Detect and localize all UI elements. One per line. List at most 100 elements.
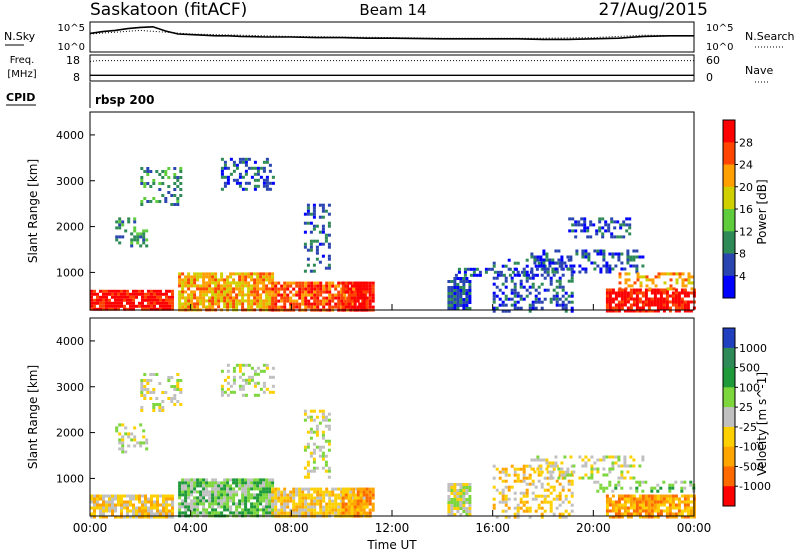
velocity-cell [211, 511, 215, 515]
velocity-cell [605, 503, 609, 507]
power-cell [208, 299, 212, 303]
power-cell [558, 276, 562, 280]
velocity-cell [108, 509, 111, 513]
velocity-cell [465, 510, 469, 513]
velocity-cell [217, 493, 221, 497]
velocity-cell [214, 511, 218, 515]
velocity-cell [277, 487, 281, 491]
power-cell [250, 305, 254, 309]
velocity-cell [247, 490, 251, 494]
velocity-cell [99, 503, 102, 507]
power-cell [262, 272, 266, 276]
power-cell [262, 281, 266, 285]
power-cell [665, 300, 669, 304]
velocity-cell [561, 485, 565, 489]
velocity-cell [352, 487, 356, 491]
velocity-cell [495, 488, 499, 492]
power-cell [223, 278, 227, 282]
velocity-cell [268, 496, 272, 500]
power-cell [322, 305, 326, 309]
velocity-cell [120, 512, 123, 516]
velocity-cell [318, 448, 322, 452]
velocity-cell [241, 508, 245, 512]
velocity-cell [653, 509, 657, 513]
velocity-cell [450, 510, 454, 513]
power-cell [356, 287, 360, 291]
power-cell [229, 275, 233, 279]
velocity-cell [316, 499, 320, 503]
velocity-cell [540, 500, 544, 504]
velocity-cell [178, 502, 182, 506]
power-cell [447, 289, 451, 292]
velocity-cell [226, 487, 230, 491]
velocity-cell [292, 505, 296, 509]
velocity-cell [522, 500, 526, 504]
velocity-cell [144, 500, 147, 504]
power-cell [463, 270, 467, 274]
power-cell [620, 267, 624, 271]
power-cell [620, 297, 624, 301]
power-cell [328, 296, 332, 300]
power-cell [593, 267, 597, 271]
velocity-cell [176, 388, 180, 391]
velocity-cell [208, 484, 212, 488]
velocity-cell [199, 499, 203, 503]
velocity-cell [647, 503, 651, 507]
power-cell [93, 298, 96, 302]
velocity-cell [462, 501, 466, 504]
power-cell [295, 305, 299, 309]
velocity-cell [114, 503, 117, 507]
power-cell [337, 296, 341, 300]
velocity-cell [171, 515, 174, 519]
power-cell [574, 229, 578, 233]
power-cell [555, 279, 559, 283]
velocity-cell [668, 483, 672, 487]
velocity-cell [683, 506, 687, 510]
power-cell [516, 294, 520, 298]
velocity-cell [656, 500, 660, 504]
power-cell [677, 297, 681, 301]
velocity-cell [232, 366, 236, 370]
velocity-cell [456, 489, 460, 492]
power-cell [303, 230, 307, 234]
velocity-cell [456, 492, 460, 495]
velocity-cell [179, 391, 183, 394]
power-cell [368, 287, 372, 291]
power-cell [316, 299, 320, 303]
power-cell [306, 263, 310, 267]
velocity-cell [558, 503, 562, 507]
power-cell [241, 187, 245, 191]
velocity-cell [653, 503, 657, 507]
power-cell [117, 304, 120, 308]
velocity-cell [468, 507, 472, 510]
power-cell [577, 220, 581, 224]
velocity-cell [241, 372, 245, 376]
power-cell [310, 290, 314, 294]
velocity-cell [662, 509, 666, 513]
velocity-cell [292, 493, 296, 497]
velocity-cell [259, 496, 263, 500]
power-cell [141, 301, 144, 305]
velocity-cell [244, 381, 248, 385]
power-cell [680, 288, 684, 292]
power-cell [315, 257, 319, 261]
velocity-cell [641, 458, 645, 462]
velocity-cell [680, 494, 684, 498]
power-cell [624, 287, 628, 291]
power-cell [453, 298, 457, 301]
power-cell [141, 289, 144, 293]
velocity-cell [516, 506, 520, 510]
power-cell [111, 289, 114, 293]
power-cell [662, 309, 666, 313]
power-cell [638, 297, 642, 301]
power-cell [309, 242, 313, 246]
velocity-cell [256, 505, 260, 509]
power-cell [492, 309, 496, 313]
velocity-cell [190, 490, 194, 494]
power-cell [584, 255, 588, 259]
power-cell [555, 285, 559, 289]
velocity-cell [223, 490, 227, 494]
power-cell [244, 293, 248, 297]
power-cell [105, 295, 108, 299]
velocity-cell [244, 378, 248, 382]
